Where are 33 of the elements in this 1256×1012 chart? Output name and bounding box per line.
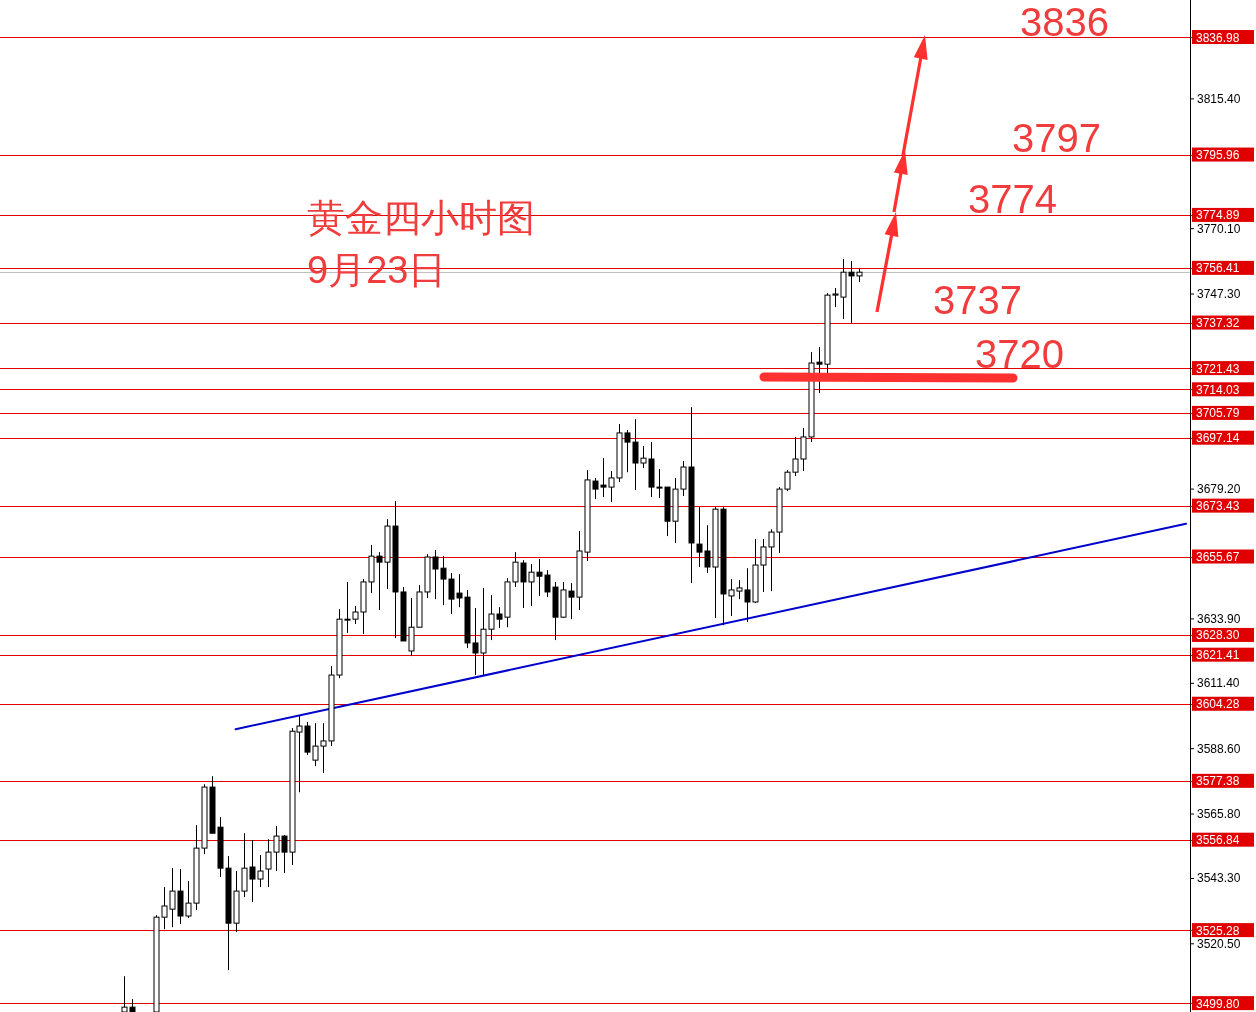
y-tick-label: 3633.90 <box>1197 611 1241 626</box>
ref-line-label: 3836.98 <box>1196 30 1240 45</box>
annotation: 3797 <box>1012 116 1101 160</box>
annotation: 3774 <box>968 177 1057 221</box>
y-tick-label: 3611.40 <box>1197 676 1240 691</box>
ref-line-label: 3795.96 <box>1196 148 1240 163</box>
ref-line-label: 3525.28 <box>1196 923 1240 938</box>
ref-line-label: 3655.67 <box>1196 550 1240 565</box>
ref-line-label: 3721.43 <box>1196 361 1240 376</box>
ref-line-label: 3774.89 <box>1196 208 1240 223</box>
ref-line-label: 3673.43 <box>1196 499 1240 514</box>
y-tick-label: 3815.40 <box>1197 91 1241 106</box>
annotation: 3737 <box>933 278 1022 322</box>
ref-line-label: 3577.38 <box>1196 774 1240 789</box>
ref-line-label: 3556.84 <box>1196 833 1240 848</box>
ref-line-label: 3628.30 <box>1196 628 1240 643</box>
ref-line-label: 3756.41 <box>1196 261 1240 276</box>
y-tick-label: 3588.60 <box>1197 741 1241 756</box>
y-tick-label: 3770.10 <box>1197 221 1241 236</box>
ref-line-label: 3705.79 <box>1196 406 1240 421</box>
ref-line-label: 3697.14 <box>1196 431 1240 446</box>
y-tick-label: 3520.50 <box>1197 936 1241 951</box>
ref-line-label: 3714.03 <box>1196 382 1240 397</box>
annotation: 3720 <box>975 332 1064 376</box>
ref-line-label: 3499.80 <box>1196 996 1240 1011</box>
y-tick-label: 3679.20 <box>1197 482 1241 497</box>
y-tick-label: 3543.30 <box>1197 871 1241 886</box>
y-tick-label: 3565.80 <box>1197 807 1241 822</box>
ref-line-label: 3737.32 <box>1196 316 1240 331</box>
ref-line-label: 3621.41 <box>1196 648 1240 663</box>
ref-line-label: 3604.28 <box>1196 697 1240 712</box>
annotation: 3836 <box>1020 0 1109 44</box>
y-tick-label: 3747.30 <box>1197 286 1241 301</box>
